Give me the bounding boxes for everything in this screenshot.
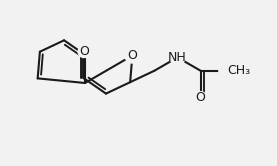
Circle shape [78, 46, 90, 58]
Text: O: O [196, 91, 206, 104]
Text: O: O [79, 45, 89, 58]
Text: CH₃: CH₃ [227, 64, 250, 77]
Circle shape [219, 62, 236, 79]
Circle shape [195, 92, 207, 103]
Text: O: O [127, 49, 137, 62]
Circle shape [125, 48, 140, 63]
Circle shape [170, 50, 185, 65]
Text: NH: NH [168, 51, 187, 64]
